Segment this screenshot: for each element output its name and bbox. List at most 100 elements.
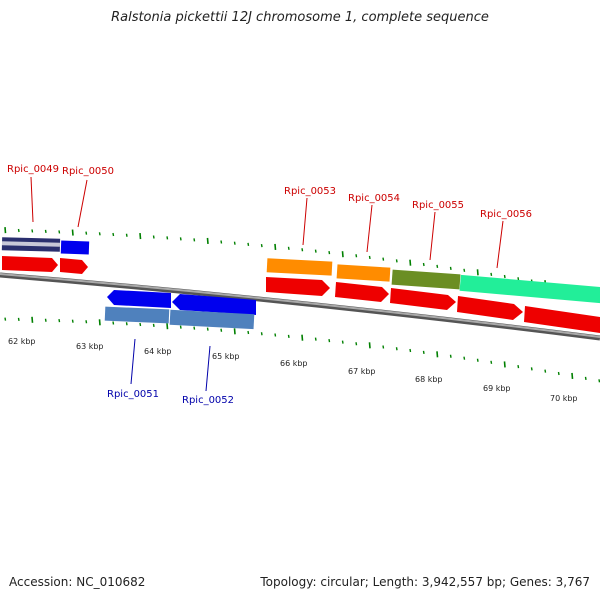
inner-minor-tick	[112, 321, 115, 325]
inner-major-tick	[503, 361, 506, 368]
cds-arrow-rpic-0051[interactable]	[107, 290, 171, 308]
leader-rpic-0049	[30, 176, 34, 223]
outer-minor-tick	[98, 232, 101, 236]
gene-label-rpic-0054[interactable]: Rpic_0054	[348, 193, 400, 204]
inner-major-tick	[98, 319, 101, 326]
outer-minor-tick	[152, 235, 155, 239]
gene-box-rpic-0050[interactable]	[60, 240, 90, 255]
inner-minor-tick	[409, 348, 412, 353]
gene-label-rpic-0055[interactable]: Rpic_0055	[412, 200, 464, 211]
inner-minor-tick	[206, 327, 209, 331]
inner-minor-tick	[530, 367, 533, 371]
outer-major-tick	[409, 259, 412, 266]
cds-arrow-rpic-0050[interactable]	[60, 258, 88, 274]
leader-rpic-0055	[429, 211, 436, 261]
forward-cds-track	[2, 256, 600, 333]
inner-minor-tick	[179, 325, 182, 329]
outer-minor-tick	[31, 229, 34, 233]
scale-label-68: 68 kbp	[415, 375, 443, 384]
inner-minor-tick	[584, 376, 587, 380]
outer-minor-tick	[503, 274, 506, 279]
outer-minor-tick	[112, 232, 115, 237]
inner-minor-tick	[463, 356, 466, 360]
outer-major-tick	[341, 251, 344, 258]
gene-label-rpic-0053[interactable]: Rpic_0053	[284, 186, 336, 197]
inner-major-tick	[301, 334, 304, 341]
cds-arrow-rpic-0052[interactable]	[172, 294, 256, 315]
outer-minor-tick	[449, 266, 452, 270]
gene-box-rpic-0056[interactable]	[459, 274, 600, 304]
outer-minor-tick	[17, 228, 20, 233]
gene-track	[1, 237, 600, 304]
inner-major-tick	[436, 351, 439, 358]
outer-major-tick	[71, 229, 74, 236]
accession-text: Accession: NC_010682	[9, 575, 146, 589]
cds-arrow-rpic-0054[interactable]	[335, 282, 389, 302]
gene-label-rpic-0056[interactable]: Rpic_0056	[480, 209, 532, 220]
inner-minor-tick	[58, 319, 61, 323]
inner-minor-tick	[395, 347, 398, 351]
inner-minor-tick	[139, 322, 142, 327]
gene-box-rpic-0055[interactable]	[391, 269, 461, 290]
outer-major-tick	[274, 243, 277, 251]
outer-minor-tick	[422, 262, 425, 267]
gene-label-rpic-0050[interactable]: Rpic_0050	[62, 166, 114, 177]
cds-arrow-rpic-0056b[interactable]	[524, 306, 600, 333]
inner-minor-tick	[4, 317, 7, 321]
cds-arrow-rpic-0049[interactable]	[2, 256, 58, 272]
inner-minor-tick	[152, 323, 155, 327]
scale-label-67: 67 kbp	[348, 367, 376, 376]
gene-box-rpic-0054[interactable]	[336, 264, 391, 282]
cds-arrow-rpic-0056a[interactable]	[457, 296, 523, 320]
outer-minor-tick	[314, 249, 317, 253]
leader-rpic-0050	[77, 179, 88, 228]
outer-minor-tick	[490, 272, 493, 277]
outer-minor-tick	[220, 240, 223, 244]
cds-arrow-rpic-0055[interactable]	[390, 288, 456, 310]
outer-minor-tick	[436, 264, 439, 269]
leader-rpic-0053	[302, 197, 308, 246]
inner-tick-row	[4, 316, 600, 383]
outer-minor-tick	[233, 241, 236, 245]
scale-label-63: 63 kbp	[76, 342, 104, 351]
gene-label-rpic-0049[interactable]: Rpic_0049	[7, 164, 59, 175]
gene-label-rpic-0051[interactable]: Rpic_0051	[107, 389, 159, 400]
outer-minor-tick	[517, 277, 520, 281]
outer-minor-tick	[58, 230, 61, 234]
outer-minor-tick	[166, 236, 169, 240]
chromosome-backbone-highlight	[0, 273, 600, 338]
inner-minor-tick	[341, 340, 344, 344]
scale-label-65: 65 kbp	[212, 352, 240, 361]
inner-minor-tick	[71, 319, 74, 323]
outer-major-tick	[476, 269, 479, 276]
scale-label-70: 70 kbp	[550, 394, 578, 403]
leader-rpic-0054	[366, 204, 373, 253]
outer-minor-tick	[44, 229, 47, 234]
inner-minor-tick	[220, 328, 223, 332]
outer-minor-tick	[301, 248, 304, 252]
inner-minor-tick	[422, 350, 425, 354]
inner-minor-tick	[382, 345, 385, 349]
outer-minor-tick	[260, 244, 263, 248]
gene-box-rpic-0051[interactable]	[104, 306, 170, 324]
gene-box-rpic-0052[interactable]	[169, 309, 255, 330]
inner-minor-tick	[247, 330, 250, 335]
outer-minor-tick	[287, 246, 290, 250]
cds-arrow-rpic-0053[interactable]	[266, 277, 330, 296]
outer-major-tick	[139, 233, 142, 240]
gene-label-rpic-0052[interactable]: Rpic_0052	[182, 395, 234, 406]
scale-label-66: 66 kbp	[280, 359, 308, 368]
gene-box-rpic-0053[interactable]	[266, 258, 333, 276]
outer-minor-tick	[395, 259, 398, 263]
label-leaders	[30, 176, 504, 392]
outer-minor-tick	[368, 255, 371, 260]
inner-major-tick	[571, 372, 574, 379]
inner-minor-tick	[85, 320, 88, 324]
inner-minor-tick	[260, 332, 263, 336]
inner-minor-tick	[274, 333, 277, 337]
inner-major-tick	[368, 342, 371, 349]
outer-minor-tick	[125, 233, 128, 237]
scale-label-64: 64 kbp	[144, 347, 172, 356]
inner-minor-tick	[449, 354, 452, 358]
outer-major-tick	[206, 237, 209, 244]
